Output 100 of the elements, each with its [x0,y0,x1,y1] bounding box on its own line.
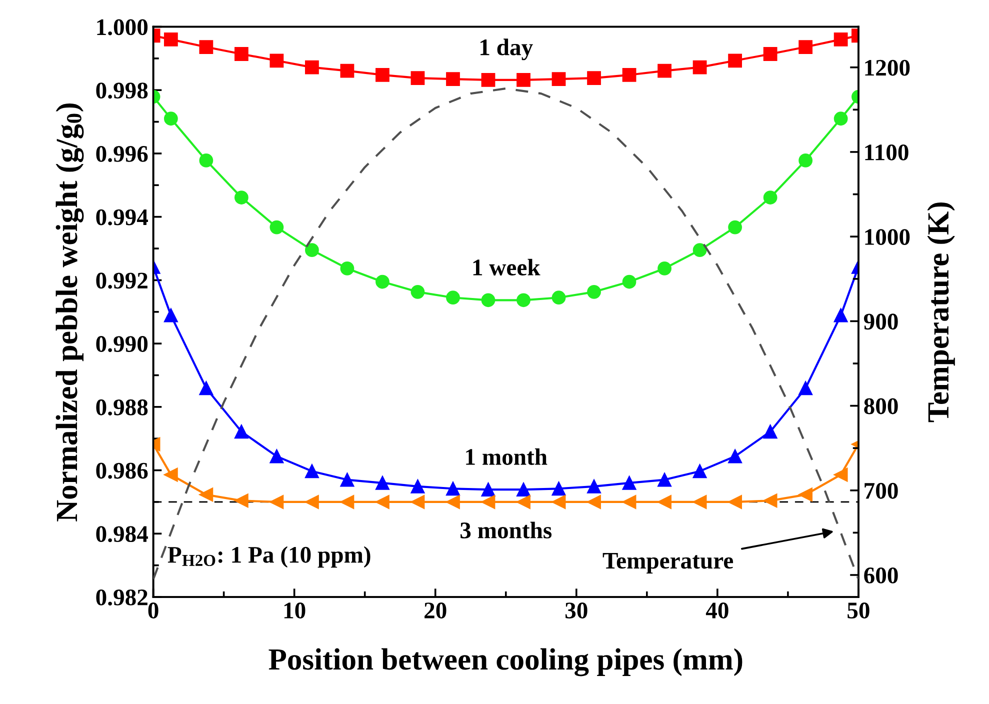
point [587,479,601,494]
point [376,68,390,82]
point [552,290,566,305]
point [622,68,636,82]
y2-tick-label: 1100 [865,144,908,160]
point [728,495,742,509]
y-tick-label: 0.990 [96,336,148,352]
y-tick-label: 0.994 [96,209,148,226]
point [763,494,778,508]
point [481,495,496,509]
point [692,464,707,478]
point [199,488,214,502]
point [234,190,248,204]
y2-axis-title: Temperature (K) [927,202,955,422]
point [234,424,248,439]
point [834,308,848,322]
point [622,274,636,289]
y-tick-label: 1.000 [97,19,148,36]
y-tick-label: 0.996 [96,146,148,162]
point [340,262,354,276]
point [410,495,425,509]
point [446,72,460,86]
point [199,153,214,168]
point [798,488,813,502]
point [305,60,319,74]
point [798,40,813,54]
point [164,468,178,482]
point [552,482,566,496]
point [446,290,460,305]
y2-tick-label: 1200 [865,60,910,76]
point [728,449,742,464]
point [410,71,425,86]
y-tick-label: 0.984 [96,526,148,542]
point [692,243,707,258]
x-tick-label: 40 [706,602,728,618]
point [763,424,778,439]
y-tick-label: 0.982 [96,589,148,606]
y-tick-label: 0.988 [96,399,148,416]
point [834,112,848,126]
series-label: 1 day [480,38,533,60]
point [622,495,636,509]
x-tick-label: 50 [848,602,870,618]
x-tick-label: 20 [424,602,446,618]
point [410,479,425,494]
point [692,60,707,74]
point [481,293,496,308]
point [410,284,425,299]
point [305,495,319,509]
point [164,112,178,126]
point [164,308,178,322]
point [587,495,601,509]
point [516,482,530,497]
y2-tick-label: 700 [864,482,898,499]
point [270,220,284,234]
point [199,381,214,396]
line-series [153,87,858,580]
point [199,40,214,54]
x-axis-title: Position between cooling pipes (mm) [268,648,742,676]
point [376,476,390,490]
point [798,381,813,396]
point [834,468,848,482]
point [658,262,672,276]
point [658,64,672,78]
point [622,476,636,490]
point [234,47,248,61]
y2-tick-label: 1000 [865,229,910,245]
y2-tick-label: 900 [864,314,898,330]
x-tick-label: 30 [565,602,588,618]
y2-tick-label: 800 [864,398,898,414]
point [481,73,496,87]
point [481,482,496,497]
point [516,73,530,87]
annotation: P$_{H2O}$: 1 Pa (10 ppm) [168,546,370,568]
point [376,274,390,289]
point [270,54,284,68]
point [234,494,248,508]
point [516,293,530,308]
point [552,495,566,509]
point [587,284,601,299]
point [692,495,707,509]
point [834,32,848,46]
point [340,472,354,487]
series-label: 3 months [460,522,552,538]
point [446,482,460,496]
x-tick-label: 0 [148,602,158,618]
x-tick-label: 10 [284,602,306,618]
point [340,495,354,509]
point [516,495,530,509]
point [340,64,354,78]
point [164,32,178,46]
y-tick-label: 0.986 [96,462,148,479]
point [552,72,566,86]
point [728,54,742,68]
point [798,153,813,168]
point [305,243,319,258]
point [763,47,778,61]
y-tick-label: 0.998 [96,82,148,99]
point [270,449,284,464]
point [376,495,390,509]
y-axis-title: Normalized pebble weight (g/g$_{0}$) [56,103,84,522]
